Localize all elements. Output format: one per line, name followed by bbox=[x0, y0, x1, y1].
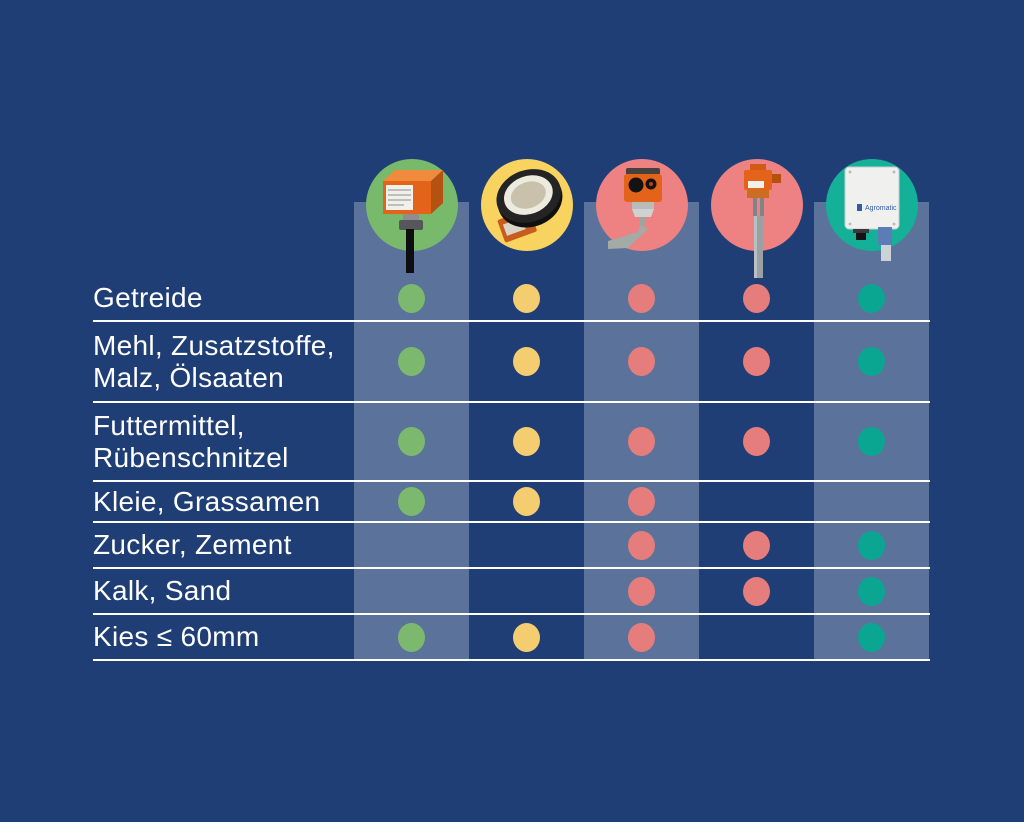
availability-cell bbox=[584, 403, 699, 480]
vibration-rod-sensor-icon bbox=[743, 164, 781, 278]
availability-dot bbox=[743, 283, 770, 313]
availability-dot bbox=[513, 283, 540, 313]
availability-cell bbox=[354, 482, 469, 521]
availability-cell bbox=[814, 615, 929, 659]
material-rows: Getreide Mehl, Zusatzstoffe, Malz, Ölsaate… bbox=[93, 276, 930, 661]
availability-cell bbox=[354, 403, 469, 480]
availability-dot bbox=[743, 576, 770, 606]
availability-cell bbox=[814, 403, 929, 480]
availability-dot bbox=[398, 347, 425, 376]
availability-cell bbox=[814, 276, 929, 320]
availability-dot bbox=[398, 283, 425, 313]
availability-dot bbox=[513, 622, 540, 652]
availability-cell bbox=[699, 276, 814, 320]
availability-dot bbox=[858, 283, 885, 313]
availability-cell bbox=[354, 569, 469, 613]
availability-cell bbox=[699, 523, 814, 567]
availability-cell bbox=[584, 322, 699, 401]
availability-cell bbox=[584, 569, 699, 613]
availability-dot bbox=[513, 347, 540, 376]
availability-cell bbox=[699, 482, 814, 521]
availability-cell bbox=[814, 322, 929, 401]
material-label-line: Futtermittel, bbox=[93, 410, 245, 442]
material-label-line: Zucker, Zement bbox=[93, 529, 292, 561]
availability-cell bbox=[584, 276, 699, 320]
rotary-paddle-sensor-icon bbox=[607, 168, 662, 249]
availability-cell bbox=[469, 615, 584, 659]
availability-cell bbox=[469, 482, 584, 521]
availability-cell bbox=[354, 276, 469, 320]
device-brand-label: Agromatic bbox=[865, 205, 897, 212]
material-label: Futtermittel, Rübenschnitzel bbox=[93, 410, 354, 473]
material-row: Getreide bbox=[93, 276, 930, 322]
material-label: Mehl, Zusatzstoffe, Malz, Ölsaaten bbox=[93, 330, 354, 393]
availability-dot bbox=[858, 576, 885, 606]
material-label: Kalk, Sand bbox=[93, 575, 354, 606]
availability-cell bbox=[699, 403, 814, 480]
availability-cell bbox=[699, 569, 814, 613]
availability-dot bbox=[743, 530, 770, 560]
availability-dot bbox=[858, 347, 885, 376]
membrane-level-indicator-icon bbox=[495, 169, 562, 243]
availability-dot bbox=[513, 487, 540, 516]
availability-cell bbox=[814, 482, 929, 521]
availability-dot bbox=[743, 427, 770, 456]
availability-cell bbox=[699, 322, 814, 401]
availability-dot bbox=[628, 487, 655, 516]
material-label-line: Malz, Ölsaaten bbox=[93, 361, 284, 393]
availability-cell bbox=[584, 615, 699, 659]
availability-cell bbox=[699, 615, 814, 659]
availability-dot bbox=[628, 530, 655, 560]
availability-cell bbox=[814, 523, 929, 567]
availability-cell bbox=[814, 569, 929, 613]
availability-dot bbox=[628, 427, 655, 456]
material-row: Futtermittel, Rübenschnitzel bbox=[93, 403, 930, 482]
availability-dot bbox=[513, 427, 540, 456]
material-row: Mehl, Zusatzstoffe, Malz, Ölsaaten bbox=[93, 322, 930, 403]
material-row: Zucker, Zement bbox=[93, 523, 930, 569]
availability-dot bbox=[858, 427, 885, 456]
availability-dot bbox=[398, 622, 425, 652]
availability-dot bbox=[743, 347, 770, 376]
availability-dot bbox=[858, 622, 885, 652]
material-label: Zucker, Zement bbox=[93, 529, 354, 560]
availability-cell bbox=[354, 523, 469, 567]
material-label-line: Getreide bbox=[93, 282, 203, 314]
material-label-line: Kies ≤ 60mm bbox=[93, 621, 260, 653]
availability-cell bbox=[584, 523, 699, 567]
material-row: Kleie, Grassamen bbox=[93, 482, 930, 523]
material-row: Kalk, Sand bbox=[93, 569, 930, 615]
material-row: Kies ≤ 60mm bbox=[93, 615, 930, 661]
availability-dot bbox=[398, 487, 425, 516]
availability-dot bbox=[628, 283, 655, 313]
availability-dot bbox=[628, 622, 655, 652]
availability-cell bbox=[354, 322, 469, 401]
material-label-line: Rübenschnitzel bbox=[93, 441, 289, 473]
availability-cell bbox=[469, 322, 584, 401]
capacitive-box-sensor-icon bbox=[382, 170, 443, 273]
material-label: Getreide bbox=[93, 282, 354, 313]
availability-dot bbox=[858, 530, 885, 560]
material-label-line: Kalk, Sand bbox=[93, 575, 232, 607]
availability-dot bbox=[628, 347, 655, 376]
availability-cell bbox=[469, 276, 584, 320]
availability-cell bbox=[354, 615, 469, 659]
agromatic-control-unit-icon: Agromatic bbox=[844, 166, 899, 261]
availability-dot bbox=[398, 427, 425, 456]
material-label: Kleie, Grassamen bbox=[93, 486, 354, 517]
material-label: Kies ≤ 60mm bbox=[93, 621, 354, 652]
availability-cell bbox=[469, 523, 584, 567]
material-label-line: Kleie, Grassamen bbox=[93, 485, 321, 517]
availability-dot bbox=[628, 576, 655, 606]
material-label-line: Mehl, Zusatzstoffe, bbox=[93, 330, 335, 362]
availability-cell bbox=[469, 569, 584, 613]
availability-cell bbox=[584, 482, 699, 521]
availability-cell bbox=[469, 403, 584, 480]
